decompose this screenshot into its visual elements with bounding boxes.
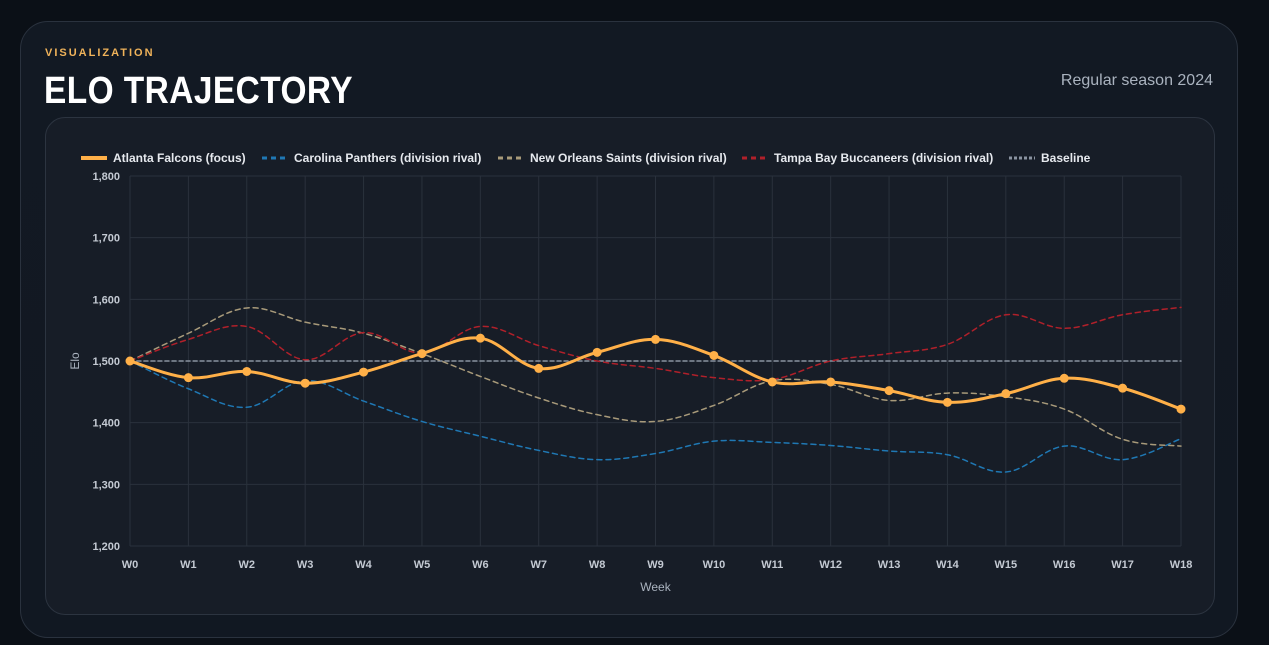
data-point bbox=[534, 363, 544, 373]
page-title: ELO TRAJECTORY bbox=[44, 70, 354, 112]
series-line-tampa-bay-buccaneers bbox=[129, 306, 1182, 382]
legend-label: Tampa Bay Buccaneers (division rival) bbox=[774, 151, 993, 165]
y-tick-label: 1,500 bbox=[92, 356, 120, 368]
data-point bbox=[417, 349, 427, 359]
data-point bbox=[709, 350, 719, 360]
data-point bbox=[1059, 373, 1069, 383]
chart-panel: 1,200 1,300 1,400 1,500 1,600 1,700 1,800 W0 W1 W… bbox=[45, 117, 1215, 615]
chart-card: VISUALIZATION ELO TRAJECTORY Regular sea… bbox=[20, 21, 1238, 638]
x-axis-title: Week bbox=[640, 580, 671, 594]
x-tick-label: W6 bbox=[472, 559, 489, 571]
data-point bbox=[826, 377, 836, 387]
eyebrow-label: VISUALIZATION bbox=[45, 47, 155, 59]
y-tick-label: 1,700 bbox=[92, 233, 120, 245]
series-lines bbox=[125, 306, 1186, 473]
x-tick-label: W9 bbox=[647, 559, 664, 571]
data-point bbox=[183, 373, 193, 383]
x-tick-label: W0 bbox=[122, 559, 139, 571]
legend-label: New Orleans Saints (division rival) bbox=[530, 151, 727, 165]
x-tick-label: W8 bbox=[589, 559, 606, 571]
x-tick-label: W11 bbox=[761, 559, 783, 571]
x-tick-label: W5 bbox=[414, 559, 431, 571]
y-tick-label: 1,400 bbox=[92, 418, 120, 430]
data-point bbox=[1001, 389, 1011, 399]
y-tick-label: 1,200 bbox=[92, 541, 120, 553]
y-tick-label: 1,800 bbox=[92, 171, 120, 183]
x-tick-label: W14 bbox=[936, 559, 960, 571]
data-point bbox=[1118, 383, 1128, 393]
x-tick-label: W7 bbox=[530, 559, 547, 571]
x-tick-label: W17 bbox=[1111, 559, 1134, 571]
data-point bbox=[592, 347, 602, 357]
legend-label: Baseline bbox=[1041, 151, 1091, 165]
data-point bbox=[1176, 404, 1186, 414]
x-tick-label: W12 bbox=[819, 559, 842, 571]
x-tick-label: W15 bbox=[995, 559, 1018, 571]
elo-line-chart: 1,200 1,300 1,400 1,500 1,600 1,700 1,800 W0 W1 W… bbox=[68, 151, 1192, 594]
x-tick-label: W18 bbox=[1170, 559, 1193, 571]
season-subtitle: Regular season 2024 bbox=[1060, 72, 1213, 89]
x-tick-label: W2 bbox=[239, 559, 256, 571]
legend-label: Atlanta Falcons (focus) bbox=[113, 151, 246, 165]
data-point bbox=[359, 367, 369, 377]
data-point bbox=[942, 397, 952, 407]
x-tick-label: W10 bbox=[703, 559, 726, 571]
legend: Atlanta Falcons (focus) Carolina Panthers… bbox=[81, 151, 1091, 165]
axes: 1,200 1,300 1,400 1,500 1,600 1,700 1,800 W0 W1 W… bbox=[68, 171, 1192, 594]
data-point bbox=[475, 333, 485, 343]
x-tick-label: W3 bbox=[297, 559, 314, 571]
data-point bbox=[300, 378, 310, 388]
x-tick-label: W4 bbox=[355, 559, 372, 571]
legend-label: Carolina Panthers (division rival) bbox=[294, 151, 481, 165]
data-point bbox=[767, 377, 777, 387]
data-point bbox=[125, 356, 135, 366]
y-tick-label: 1,300 bbox=[92, 479, 120, 491]
x-tick-label: W16 bbox=[1053, 559, 1076, 571]
x-tick-label: W1 bbox=[180, 559, 197, 571]
data-point bbox=[884, 386, 894, 396]
y-axis-title: Elo bbox=[68, 352, 82, 370]
x-tick-label: W13 bbox=[878, 559, 901, 571]
data-point bbox=[242, 366, 252, 376]
y-tick-label: 1,600 bbox=[92, 294, 120, 306]
data-point bbox=[651, 334, 660, 344]
